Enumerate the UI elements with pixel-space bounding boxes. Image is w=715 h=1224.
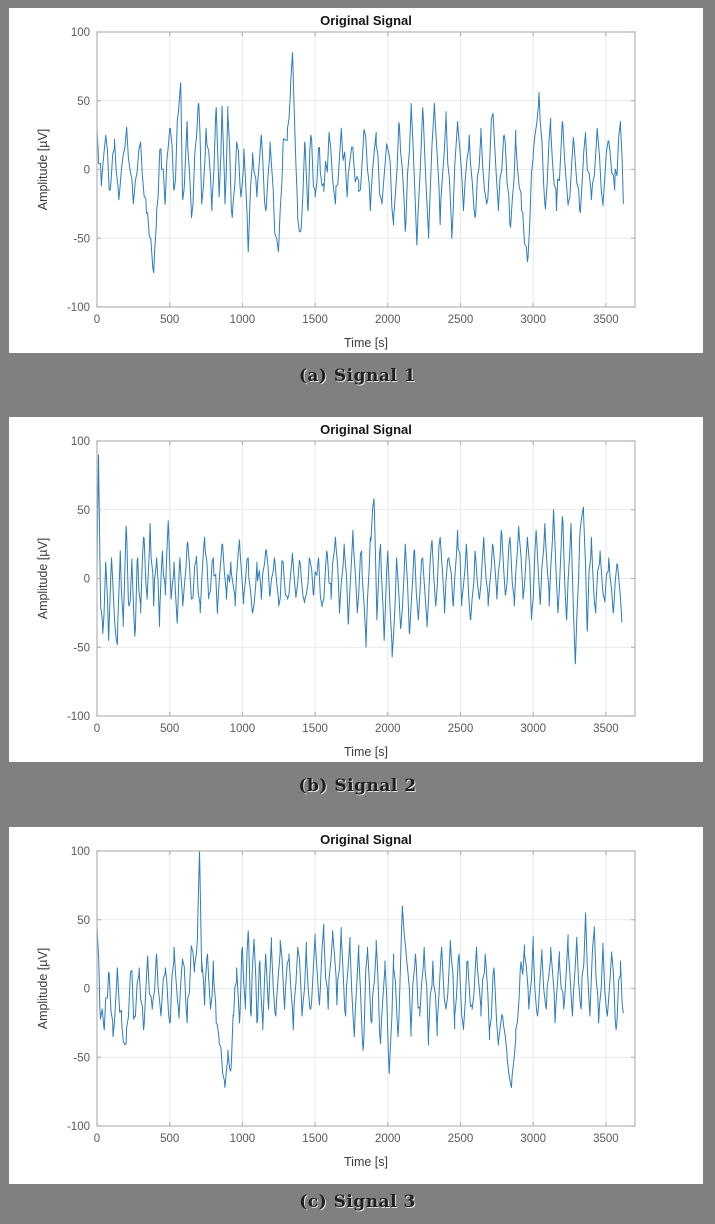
figure-panel-3: -100 -50 0 50 100 0 500 1000 1500 2000 2500 3000 350… bbox=[9, 827, 703, 1184]
svg-text:2500: 2500 bbox=[448, 723, 474, 735]
figure-caption-c: (c) Signal 3 bbox=[299, 1192, 416, 1212]
svg-text:50: 50 bbox=[77, 96, 90, 108]
svg-text:0: 0 bbox=[94, 723, 100, 735]
svg-text:3000: 3000 bbox=[520, 723, 546, 735]
svg-text:2000: 2000 bbox=[375, 1133, 401, 1145]
svg-text:3500: 3500 bbox=[593, 723, 619, 735]
svg-text:3500: 3500 bbox=[593, 314, 619, 326]
figure-caption-b: (b) Signal 2 bbox=[298, 776, 417, 796]
svg-text:Amplitude [µV]: Amplitude [µV] bbox=[36, 948, 50, 1030]
svg-text:-100: -100 bbox=[67, 302, 90, 314]
svg-text:1000: 1000 bbox=[230, 314, 256, 326]
svg-text:0: 0 bbox=[84, 574, 90, 586]
svg-text:-50: -50 bbox=[73, 1052, 90, 1064]
svg-text:100: 100 bbox=[71, 436, 90, 448]
svg-text:Original Signal: Original Signal bbox=[320, 13, 412, 28]
svg-text:0: 0 bbox=[84, 165, 90, 177]
svg-text:2000: 2000 bbox=[375, 723, 401, 735]
svg-text:Original Signal: Original Signal bbox=[320, 832, 412, 847]
svg-text:-50: -50 bbox=[73, 233, 90, 245]
svg-text:0: 0 bbox=[94, 1133, 100, 1145]
svg-text:3500: 3500 bbox=[593, 1133, 619, 1145]
svg-text:500: 500 bbox=[160, 314, 179, 326]
svg-text:0: 0 bbox=[84, 984, 90, 996]
svg-text:100: 100 bbox=[71, 27, 90, 39]
svg-text:Time [s]: Time [s] bbox=[344, 745, 388, 759]
figure-caption-a: (a) Signal 1 bbox=[298, 366, 417, 386]
svg-text:Amplitude [µV]: Amplitude [µV] bbox=[36, 129, 50, 211]
svg-text:1500: 1500 bbox=[302, 314, 328, 326]
svg-text:Amplitude [µV]: Amplitude [µV] bbox=[36, 538, 50, 620]
svg-text:1500: 1500 bbox=[302, 723, 328, 735]
svg-text:Time [s]: Time [s] bbox=[344, 1155, 388, 1169]
svg-text:0: 0 bbox=[94, 314, 100, 326]
svg-text:3000: 3000 bbox=[520, 1133, 546, 1145]
svg-text:50: 50 bbox=[77, 505, 90, 517]
figure-panel-1: -100 -50 0 50 100 0 500 1000 1500 2000 2500 3000 350… bbox=[9, 8, 703, 353]
svg-text:Time [s]: Time [s] bbox=[344, 336, 388, 350]
svg-text:3000: 3000 bbox=[520, 314, 546, 326]
svg-text:-100: -100 bbox=[67, 1121, 90, 1133]
svg-text:2500: 2500 bbox=[448, 314, 474, 326]
svg-text:1000: 1000 bbox=[230, 723, 256, 735]
svg-text:2000: 2000 bbox=[375, 314, 401, 326]
svg-text:1000: 1000 bbox=[230, 1133, 256, 1145]
svg-text:-50: -50 bbox=[73, 642, 90, 654]
svg-text:-100: -100 bbox=[67, 711, 90, 723]
figure-panel-2: -100 -50 0 50 100 0 500 1000 1500 2000 2500 3000 350… bbox=[9, 417, 703, 762]
svg-text:50: 50 bbox=[77, 915, 90, 927]
svg-text:Original Signal: Original Signal bbox=[320, 422, 412, 437]
svg-text:500: 500 bbox=[160, 723, 179, 735]
svg-text:500: 500 bbox=[160, 1133, 179, 1145]
svg-text:1500: 1500 bbox=[302, 1133, 328, 1145]
svg-text:2500: 2500 bbox=[448, 1133, 474, 1145]
svg-text:100: 100 bbox=[71, 846, 90, 858]
